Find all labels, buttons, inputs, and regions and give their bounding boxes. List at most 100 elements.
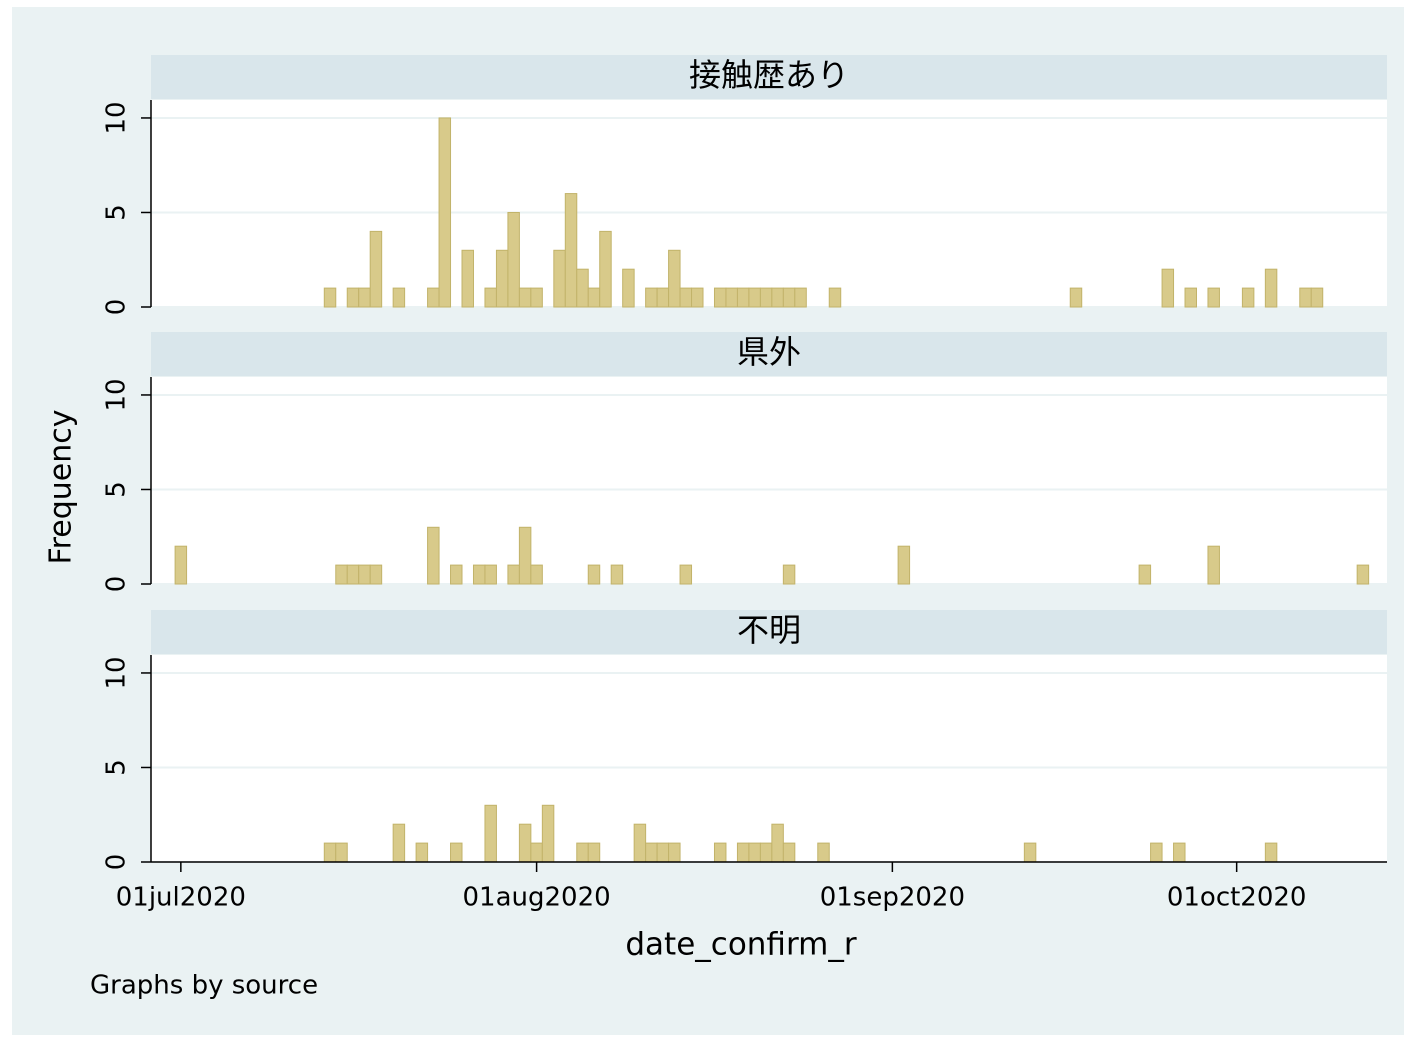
bar [725, 287, 738, 308]
bar [427, 526, 440, 585]
bar [576, 268, 589, 308]
bar [553, 249, 566, 308]
bar [713, 842, 727, 863]
bar [1069, 287, 1083, 308]
bar [736, 842, 750, 863]
bar [346, 287, 360, 308]
y-tick-label: 5 [102, 481, 132, 498]
bar [530, 564, 543, 585]
bar [358, 287, 371, 308]
bar [518, 526, 532, 585]
bar [759, 287, 773, 308]
bar [679, 564, 693, 585]
bar [427, 287, 440, 308]
x-tick-label: 01sep2020 [820, 883, 965, 913]
bar [369, 564, 383, 585]
bar [782, 287, 796, 308]
y-tick-label: 0 [102, 576, 132, 593]
bar [1161, 268, 1175, 308]
panel-header [151, 610, 1387, 654]
bar [828, 287, 842, 308]
bar [587, 287, 601, 308]
bar [564, 193, 578, 308]
y-tick-label: 10 [102, 101, 132, 134]
bar [1207, 545, 1220, 585]
y-tick-label: 0 [102, 299, 132, 316]
bar [679, 287, 693, 308]
y-tick-label: 0 [102, 854, 132, 871]
bar [1207, 287, 1220, 308]
bar [645, 287, 658, 308]
bar [771, 287, 784, 308]
bar [645, 842, 658, 863]
bar [1299, 287, 1312, 308]
bar [1264, 268, 1278, 308]
bar [794, 287, 807, 308]
bar [1184, 287, 1197, 308]
x-tick-label: 01jul2020 [116, 883, 246, 913]
plot-area [151, 100, 1387, 307]
x-axis-label: date_confirm_r [625, 927, 856, 963]
bar [518, 823, 532, 863]
bar [713, 287, 727, 308]
bar [1310, 287, 1324, 308]
bar [1241, 287, 1255, 308]
bar [656, 287, 670, 308]
bar [484, 287, 497, 308]
bar [656, 842, 670, 863]
panel-header [151, 55, 1387, 99]
x-tick-label: 01aug2020 [463, 883, 611, 913]
y-axis-label: Frequency [44, 410, 79, 565]
bar [1150, 842, 1163, 863]
plot-area [151, 655, 1387, 862]
bar [1356, 564, 1370, 585]
bar [495, 249, 509, 308]
bar [484, 564, 497, 585]
bar [897, 545, 911, 585]
bar [817, 842, 830, 863]
x-tick-label: 01oct2020 [1167, 883, 1307, 913]
bar [392, 823, 406, 863]
bar [530, 287, 543, 308]
bar [736, 287, 750, 308]
bar [587, 842, 601, 863]
bar [610, 564, 624, 585]
bar [587, 564, 601, 585]
bar [771, 823, 784, 863]
y-tick-label: 10 [102, 656, 132, 689]
bar [576, 842, 589, 863]
bar [599, 230, 612, 308]
bar [668, 842, 681, 863]
bar [369, 230, 383, 308]
bar [461, 249, 474, 308]
bar [335, 842, 348, 863]
bar [507, 211, 520, 308]
panel-title: 接触歴あり [689, 56, 849, 94]
bar [1023, 842, 1037, 863]
bar [323, 842, 337, 863]
bar [335, 564, 348, 585]
bar [507, 564, 520, 585]
bar [1138, 564, 1152, 585]
bar [622, 268, 635, 308]
y-tick-label: 5 [102, 204, 132, 221]
y-tick-label: 5 [102, 759, 132, 776]
plot-area [151, 377, 1387, 584]
bar [782, 842, 796, 863]
bar [323, 287, 337, 308]
bar [668, 249, 681, 308]
bar [358, 564, 371, 585]
bar [748, 842, 761, 863]
bar [450, 842, 463, 863]
bar [484, 804, 497, 863]
bar [415, 842, 429, 863]
panel-title: 県外 [737, 333, 801, 371]
panel-title: 不明 [737, 611, 801, 649]
y-tick-label: 10 [102, 378, 132, 411]
bar [392, 287, 406, 308]
bar [633, 823, 647, 863]
bar [518, 287, 532, 308]
panel-header [151, 332, 1387, 376]
bar [541, 804, 555, 863]
